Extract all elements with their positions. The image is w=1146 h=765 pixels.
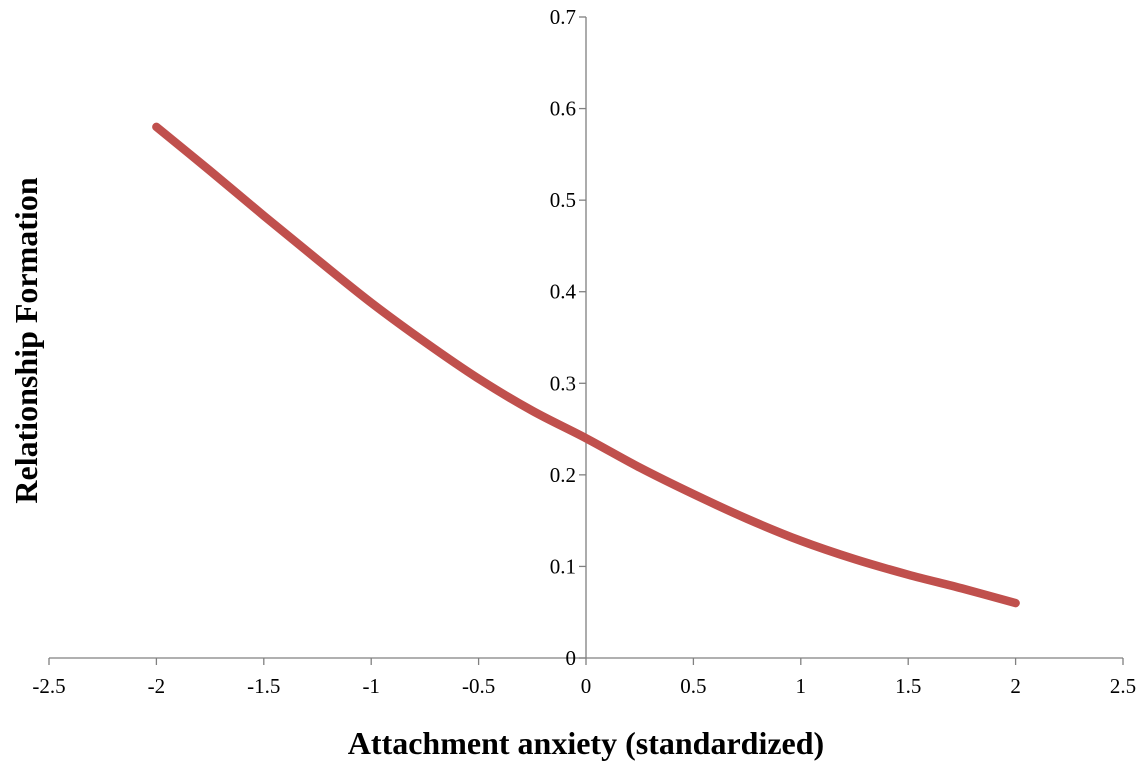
y-ticks: 0 0.1 0.2 0.3 0.4 0.5 0.6 0.7 (550, 5, 586, 670)
x-tick-label: 0 (581, 674, 592, 698)
x-tick-label: 1 (796, 674, 807, 698)
series-layer (152, 122, 1020, 608)
y-tick-label: 0.6 (550, 97, 576, 121)
y-axis-title: Relationship Formation (8, 177, 44, 503)
x-tick-label: 1.5 (895, 674, 921, 698)
y-tick-label: 0.1 (550, 554, 576, 578)
y-tick-label: 0 (566, 646, 577, 670)
x-tick-label: -1.5 (247, 674, 280, 698)
x-axis-title: Attachment anxiety (standardized) (348, 725, 824, 761)
x-tick-label: -1 (362, 674, 380, 698)
y-tick-label: 0.5 (550, 188, 576, 212)
y-tick-label: 0.4 (550, 280, 577, 304)
x-ticks: -2.5 -2 -1.5 -1 -0.5 0 0.5 1 1.5 2 2.5 (32, 658, 1136, 698)
x-tick-label: -0.5 (462, 674, 495, 698)
y-tick-label: 0.7 (550, 5, 576, 29)
x-tick-label: 2.5 (1110, 674, 1136, 698)
x-tick-label: 2 (1010, 674, 1021, 698)
y-tick-label: 0.3 (550, 371, 576, 395)
x-tick-label: -2.5 (32, 674, 65, 698)
series-line-0 (152, 122, 1020, 608)
axes (49, 17, 1123, 659)
x-tick-label: -2 (148, 674, 166, 698)
x-tick-label: 0.5 (680, 674, 706, 698)
y-tick-label: 0.2 (550, 463, 576, 487)
